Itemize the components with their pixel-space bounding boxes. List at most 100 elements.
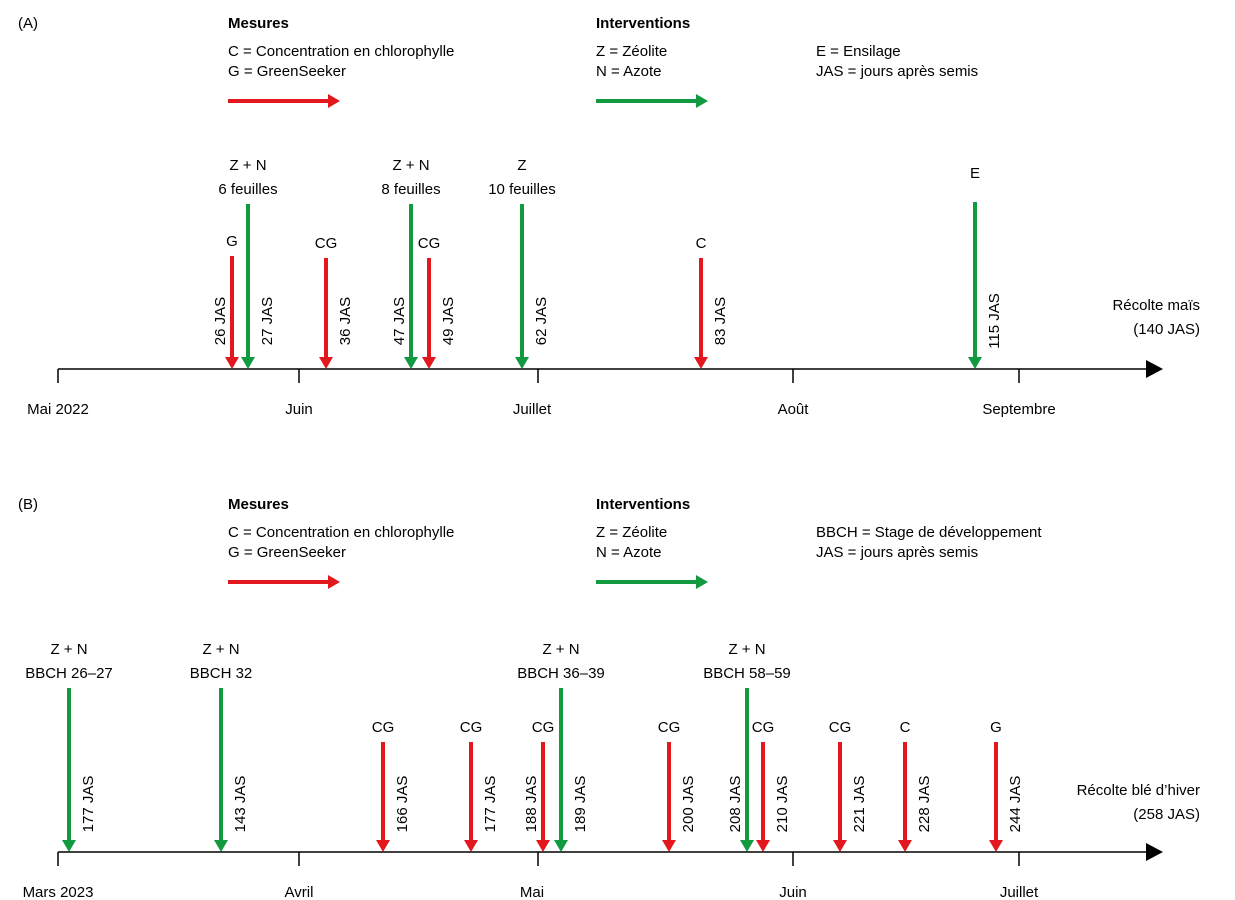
intervention-event: Z + N 8 feuilles 47 JAS bbox=[381, 157, 441, 369]
legend-mesures-line: G = GreenSeeker bbox=[228, 63, 346, 80]
jas-label: 115 JAS bbox=[986, 293, 1003, 349]
jas-label: 27 JAS bbox=[259, 297, 276, 345]
panel-label: (B) bbox=[18, 496, 38, 513]
mesure-arrow-head bbox=[694, 357, 708, 369]
jas-label: 177 JAS bbox=[80, 776, 97, 833]
event-label: Z bbox=[517, 157, 526, 174]
jas-label: 62 JAS bbox=[533, 297, 550, 345]
intervention-arrow-head bbox=[515, 357, 529, 369]
legend-interventions-title: Interventions bbox=[596, 496, 690, 513]
legend-interventions-line: N = Azote bbox=[596, 63, 661, 80]
legend-definition-line: JAS = jours après semis bbox=[816, 544, 978, 561]
legend-definition-line: E = Ensilage bbox=[816, 43, 901, 60]
event-label: E bbox=[970, 165, 980, 182]
month-label: Mars 2023 bbox=[23, 884, 94, 900]
jas-label: 189 JAS bbox=[572, 776, 589, 833]
harvest-label: (140 JAS) bbox=[1133, 321, 1200, 338]
event-label: CG bbox=[532, 719, 555, 736]
jas-label: 188 JAS bbox=[523, 776, 540, 833]
intervention-event: Z + N BBCH 58–59 208 JAS bbox=[703, 641, 791, 852]
intervention-arrow-head bbox=[241, 357, 255, 369]
month-label: Juillet bbox=[1000, 884, 1039, 900]
mesure-arrow-head bbox=[536, 840, 550, 852]
event-label: BBCH 26–27 bbox=[25, 665, 113, 682]
jas-label: 36 JAS bbox=[337, 297, 354, 345]
intervention-event: E 115 JAS bbox=[968, 165, 1003, 369]
intervention-event: Z + N 6 feuilles 27 JAS bbox=[218, 157, 278, 369]
month-label: Juin bbox=[779, 884, 807, 900]
jas-label: 228 JAS bbox=[916, 776, 933, 833]
mesure-event: CG 188 JAS bbox=[523, 719, 554, 852]
intervention-event: Z + N BBCH 26–27 177 JAS bbox=[25, 641, 113, 852]
event-label: Z + N bbox=[728, 641, 765, 658]
event-label: C bbox=[696, 235, 707, 252]
intervention-event: Z + N BBCH 32 143 JAS bbox=[190, 641, 252, 852]
event-label: G bbox=[990, 719, 1002, 736]
legend-mesure-arrow-head bbox=[328, 575, 340, 589]
month-label: Mai bbox=[520, 884, 544, 900]
event-label: Z + N bbox=[392, 157, 429, 174]
event-label: G bbox=[226, 233, 238, 250]
harvest-label: Récolte maïs bbox=[1112, 297, 1200, 314]
mesure-arrow-head bbox=[225, 357, 239, 369]
mesure-arrow-head bbox=[376, 840, 390, 852]
month-label: Mai 2022 bbox=[27, 401, 89, 418]
event-label: CG bbox=[315, 235, 338, 252]
legend-mesures-title: Mesures bbox=[228, 15, 289, 32]
jas-label: 166 JAS bbox=[394, 776, 411, 833]
mesure-event: CG 36 JAS bbox=[315, 235, 354, 369]
legend-intervention-arrow-head bbox=[696, 575, 708, 589]
intervention-arrow-head bbox=[62, 840, 76, 852]
mesure-event: CG 221 JAS bbox=[829, 719, 868, 852]
event-label: 10 feuilles bbox=[488, 181, 556, 198]
jas-label: 208 JAS bbox=[727, 776, 744, 833]
mesure-arrow-head bbox=[464, 840, 478, 852]
mesure-event: G 244 JAS bbox=[989, 719, 1024, 852]
legend-interventions-line: N = Azote bbox=[596, 544, 661, 561]
event-label: 8 feuilles bbox=[381, 181, 440, 198]
legend-definition-line: BBCH = Stage de développement bbox=[816, 524, 1042, 541]
mesure-event: CG 166 JAS bbox=[372, 719, 411, 852]
intervention-arrow-head bbox=[968, 357, 982, 369]
harvest-label: Récolte blé d’hiver bbox=[1077, 782, 1200, 799]
legend-mesures-line: G = GreenSeeker bbox=[228, 544, 346, 561]
legend-interventions-title: Interventions bbox=[596, 15, 690, 32]
event-label: CG bbox=[372, 719, 395, 736]
mesure-arrow-head bbox=[319, 357, 333, 369]
intervention-arrow-head bbox=[404, 357, 418, 369]
event-label: CG bbox=[460, 719, 483, 736]
event-label: Z + N bbox=[50, 641, 87, 658]
month-label: Août bbox=[778, 401, 810, 418]
event-label: Z + N bbox=[542, 641, 579, 658]
event-label: BBCH 36–39 bbox=[517, 665, 605, 682]
mesure-arrow-head bbox=[898, 840, 912, 852]
legend-interventions-line: Z = Zéolite bbox=[596, 43, 667, 60]
time-axis-arrowhead bbox=[1146, 843, 1163, 861]
legend-definition-line: JAS = jours après semis bbox=[816, 63, 978, 80]
jas-label: 26 JAS bbox=[212, 297, 229, 345]
mesure-event: C 83 JAS bbox=[694, 235, 729, 369]
legend-mesures-title: Mesures bbox=[228, 496, 289, 513]
time-axis-arrowhead bbox=[1146, 360, 1163, 378]
legend-intervention-arrow-head bbox=[696, 94, 708, 108]
mesure-event: C 228 JAS bbox=[898, 719, 933, 852]
legend-mesures-line: C = Concentration en chlorophylle bbox=[228, 524, 454, 541]
month-label: Septembre bbox=[982, 401, 1055, 418]
event-label: CG bbox=[418, 235, 441, 252]
jas-label: 244 JAS bbox=[1007, 776, 1024, 833]
panel-label: (A) bbox=[18, 15, 38, 32]
mesure-event: CG 177 JAS bbox=[460, 719, 499, 852]
intervention-arrow-head bbox=[740, 840, 754, 852]
event-label: CG bbox=[752, 719, 775, 736]
mesure-event: CG 210 JAS bbox=[752, 719, 791, 852]
jas-label: 49 JAS bbox=[440, 297, 457, 345]
harvest-label: (258 JAS) bbox=[1133, 806, 1200, 823]
event-label: CG bbox=[829, 719, 852, 736]
mesure-event: G 26 JAS bbox=[212, 233, 239, 369]
legend-interventions-line: Z = Zéolite bbox=[596, 524, 667, 541]
jas-label: 47 JAS bbox=[391, 297, 408, 345]
event-label: Z + N bbox=[229, 157, 266, 174]
intervention-event: Z 10 feuilles 62 JAS bbox=[488, 157, 556, 369]
event-label: BBCH 58–59 bbox=[703, 665, 791, 682]
